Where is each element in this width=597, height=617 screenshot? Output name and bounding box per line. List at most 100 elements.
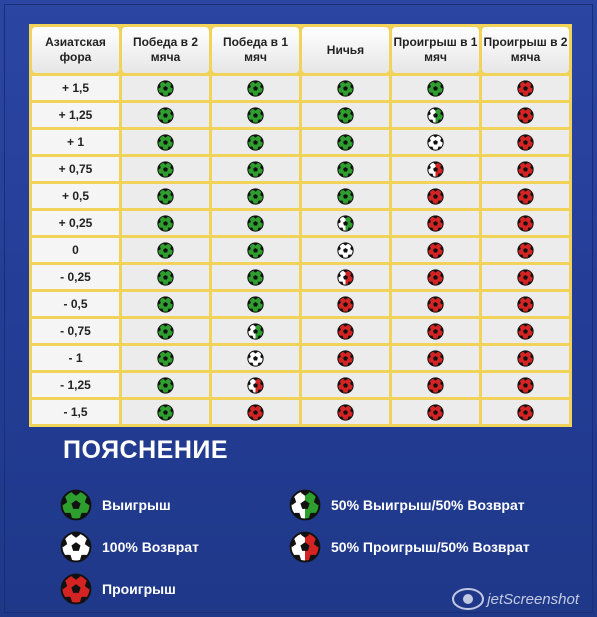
win-ball-icon (247, 79, 264, 97)
table-row: - 1,5 (32, 400, 569, 424)
result-cell (482, 292, 569, 316)
table-row: + 0,75 (32, 157, 569, 181)
result-cell (212, 238, 299, 262)
legend-halfloss-label: 50% Проигрыш/50% Возврат (331, 539, 530, 555)
result-cell (122, 184, 209, 208)
result-cell (392, 103, 479, 127)
refund-ball-icon (337, 241, 354, 259)
result-cell (302, 238, 389, 262)
result-cell (212, 373, 299, 397)
loss-ball-icon (517, 322, 534, 340)
watermark: jetScreenshot (451, 587, 579, 611)
result-cell (122, 238, 209, 262)
loss-ball-icon (427, 403, 444, 421)
result-cell (122, 319, 209, 343)
table-row: - 0,5 (32, 292, 569, 316)
handicap-cell: 0 (32, 238, 119, 262)
loss-ball-icon (337, 295, 354, 313)
result-cell (392, 211, 479, 235)
result-cell (482, 184, 569, 208)
handicap-cell: - 0,75 (32, 319, 119, 343)
result-cell (482, 76, 569, 100)
result-cell (212, 319, 299, 343)
legend-refund: 100% Возврат (60, 531, 199, 563)
handicap-cell: - 1 (32, 346, 119, 370)
loss-ball-icon (427, 241, 444, 259)
result-cell (482, 130, 569, 154)
win-ball-icon (337, 133, 354, 151)
result-cell (302, 157, 389, 181)
table-row: - 0,25 (32, 265, 569, 289)
loss-ball-icon (517, 349, 534, 367)
result-cell (482, 346, 569, 370)
loss-ball-icon (337, 403, 354, 421)
result-cell (122, 373, 209, 397)
loss-ball-icon (427, 268, 444, 286)
result-cell (482, 265, 569, 289)
header-draw: Ничья (302, 27, 389, 73)
handicap-cell: + 1,5 (32, 76, 119, 100)
result-cell (212, 346, 299, 370)
halfwin-ball-icon (289, 489, 321, 521)
win-ball-icon (247, 268, 264, 286)
loss-ball-icon (517, 133, 534, 151)
loss-ball-icon (337, 322, 354, 340)
result-cell (482, 400, 569, 424)
result-cell (122, 130, 209, 154)
result-cell (212, 184, 299, 208)
loss-ball-icon (427, 187, 444, 205)
loss-ball-icon (427, 214, 444, 232)
halfloss-ball-icon (427, 160, 444, 178)
handicap-cell: - 0,25 (32, 265, 119, 289)
result-cell (392, 238, 479, 262)
win-ball-icon (247, 241, 264, 259)
result-cell (482, 238, 569, 262)
result-cell (392, 292, 479, 316)
legend-win: Выигрыш (60, 489, 171, 521)
header-lose-by-1: Проигрыш в 1 мяч (392, 27, 479, 73)
win-ball-icon (337, 106, 354, 124)
handicap-cell: - 0,5 (32, 292, 119, 316)
win-ball-icon (157, 349, 174, 367)
result-cell (212, 76, 299, 100)
win-ball-icon (247, 106, 264, 124)
win-ball-icon (157, 322, 174, 340)
loss-ball-icon (60, 573, 92, 605)
result-cell (482, 373, 569, 397)
win-ball-icon (157, 133, 174, 151)
result-cell (302, 184, 389, 208)
refund-ball-icon (247, 349, 264, 367)
result-cell (212, 103, 299, 127)
result-cell (302, 265, 389, 289)
result-cell (212, 265, 299, 289)
win-ball-icon (247, 214, 264, 232)
result-cell (122, 400, 209, 424)
win-ball-icon (337, 187, 354, 205)
loss-ball-icon (517, 79, 534, 97)
result-cell (392, 400, 479, 424)
handicap-cell: + 0,5 (32, 184, 119, 208)
win-ball-icon (157, 79, 174, 97)
legend-title: ПОЯСНЕНИЕ (63, 436, 229, 464)
result-cell (212, 157, 299, 181)
loss-ball-icon (337, 349, 354, 367)
table-row: - 1,25 (32, 373, 569, 397)
win-ball-icon (157, 295, 174, 313)
handicap-cell: + 0,75 (32, 157, 119, 181)
result-cell (212, 130, 299, 154)
loss-ball-icon (517, 214, 534, 232)
header-win-by-1: Победа в 1 мяч (212, 27, 299, 73)
result-cell (122, 292, 209, 316)
handicap-cell: + 0,25 (32, 211, 119, 235)
win-ball-icon (427, 79, 444, 97)
legend-halfwin: 50% Выигрыш/50% Возврат (289, 489, 525, 521)
legend-loss-label: Проигрыш (102, 581, 176, 597)
header-handicap: Азиатская фора (32, 27, 119, 73)
header-row: Азиатская фора Победа в 2 мяча Победа в … (32, 27, 569, 73)
win-ball-icon (157, 160, 174, 178)
loss-ball-icon (427, 295, 444, 313)
loss-ball-icon (517, 268, 534, 286)
result-cell (212, 211, 299, 235)
win-ball-icon (337, 79, 354, 97)
table-row: - 0,75 (32, 319, 569, 343)
